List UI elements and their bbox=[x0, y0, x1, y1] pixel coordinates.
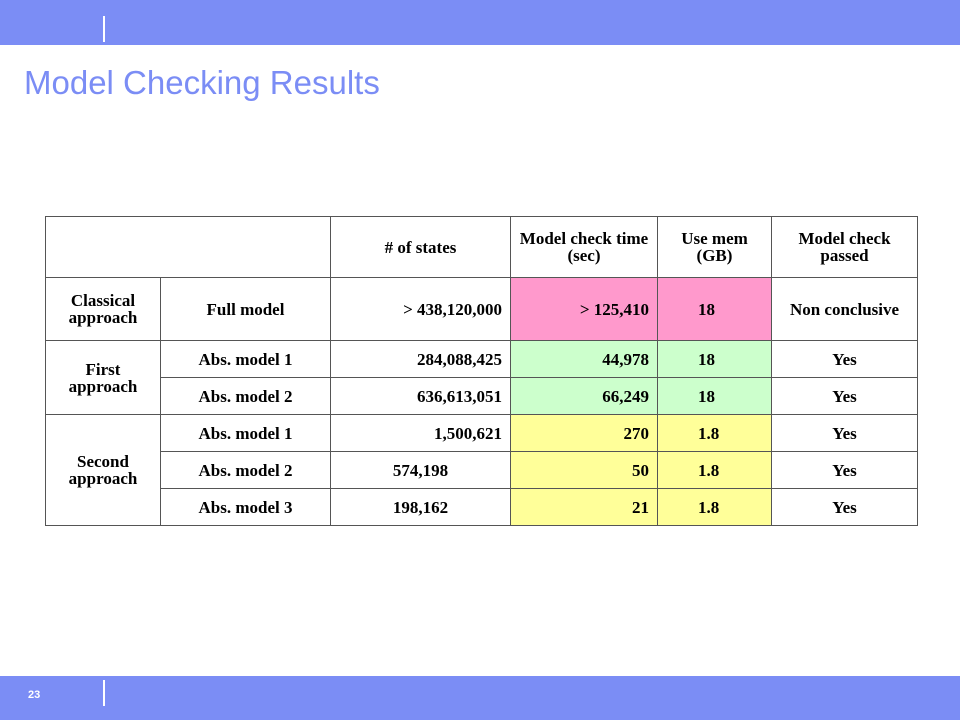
header-time: Model check time (sec) bbox=[510, 216, 658, 278]
table-row: Abs. model 3 198,162 21 1.8 Yes bbox=[46, 488, 918, 526]
table-header-row: # of states Model check time (sec) Use m… bbox=[45, 216, 918, 278]
header-divider bbox=[103, 16, 105, 42]
states-cell: 198,162 bbox=[330, 488, 511, 526]
time-cell: 21 bbox=[510, 488, 658, 526]
states-cell: 284,088,425 bbox=[330, 340, 511, 378]
mem-cell: 1.8 bbox=[657, 451, 772, 489]
table-row: Abs. model 2 574,198 50 1.8 Yes bbox=[46, 451, 918, 489]
model-cell: Abs. model 3 bbox=[160, 488, 331, 526]
table-row: First approach Abs. model 1 284,088,425 … bbox=[45, 340, 918, 415]
model-cell: Full model bbox=[160, 277, 331, 341]
passed-cell: Yes bbox=[771, 340, 918, 378]
mem-cell: 18 bbox=[657, 377, 772, 415]
header-empty-cell bbox=[45, 216, 331, 278]
time-cell: 270 bbox=[510, 414, 658, 452]
model-cell: Abs. model 1 bbox=[160, 414, 331, 452]
states-cell: 574,198 bbox=[330, 451, 511, 489]
page-number: 23 bbox=[28, 689, 41, 701]
mem-cell: 18 bbox=[657, 277, 772, 341]
passed-cell: Yes bbox=[771, 451, 918, 489]
states-cell: 1,500,621 bbox=[330, 414, 511, 452]
model-cell: Abs. model 2 bbox=[160, 377, 331, 415]
time-cell: 50 bbox=[510, 451, 658, 489]
results-table: # of states Model check time (sec) Use m… bbox=[45, 216, 918, 526]
header-states: # of states bbox=[330, 216, 511, 278]
mem-cell: 18 bbox=[657, 340, 772, 378]
states-cell: 636,613,051 bbox=[330, 377, 511, 415]
header-bar bbox=[0, 0, 960, 45]
footer-divider bbox=[103, 680, 105, 706]
group-label-second: Second approach bbox=[45, 414, 161, 526]
header-mem: Use mem (GB) bbox=[657, 216, 772, 278]
header-passed: Model check passed bbox=[771, 216, 918, 278]
passed-cell: Yes bbox=[771, 488, 918, 526]
footer-bar: 23 bbox=[0, 676, 960, 720]
model-cell: Abs. model 1 bbox=[160, 340, 331, 378]
passed-cell: Non conclusive bbox=[771, 277, 918, 341]
table-row: Second approach Abs. model 1 1,500,621 2… bbox=[45, 414, 918, 526]
mem-cell: 1.8 bbox=[657, 488, 772, 526]
mem-cell: 1.8 bbox=[657, 414, 772, 452]
time-cell: 66,249 bbox=[510, 377, 658, 415]
states-cell: > 438,120,000 bbox=[330, 277, 511, 341]
model-cell: Abs. model 2 bbox=[160, 451, 331, 489]
group-label-first: First approach bbox=[45, 340, 161, 415]
group-label-classical: Classical approach bbox=[45, 277, 161, 341]
passed-cell: Yes bbox=[771, 414, 918, 452]
time-cell: 44,978 bbox=[510, 340, 658, 378]
table-row: Classical approach Full model > 438,120,… bbox=[45, 277, 918, 341]
time-cell: > 125,410 bbox=[510, 277, 658, 341]
passed-cell: Yes bbox=[771, 377, 918, 415]
slide-title: Model Checking Results bbox=[24, 64, 380, 101]
table-row: Abs. model 2 636,613,051 66,249 18 Yes bbox=[46, 377, 918, 415]
